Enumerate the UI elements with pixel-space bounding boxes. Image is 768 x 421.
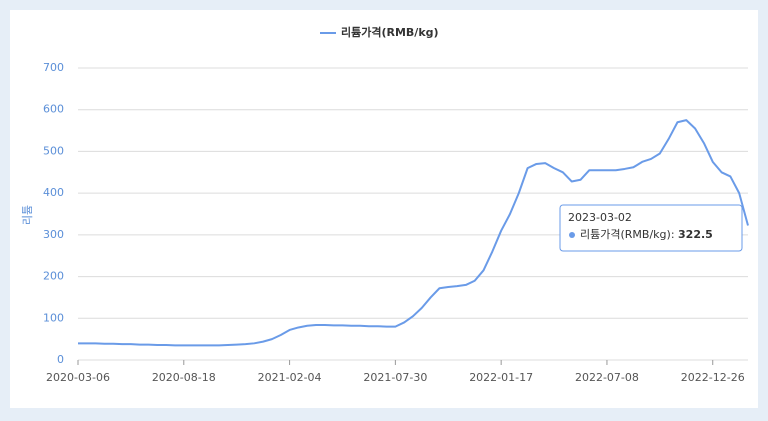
y-tick-label: 700 [43,61,64,74]
x-tick-label: 2020-08-18 [152,371,216,384]
y-tick-label: 600 [43,103,64,116]
x-tick-label: 2021-07-30 [363,371,427,384]
tooltip-dot [569,232,575,238]
x-tick-label: 2020-03-06 [46,371,110,384]
x-tick-label: 2022-01-17 [469,371,533,384]
y-tick-label: 0 [57,353,64,366]
tooltip-series: 리튬가격(RMB/kg) [580,228,671,241]
x-tick-label: 2022-07-08 [575,371,639,384]
legend-label: 리튬가격(RMB/kg) [341,25,439,39]
tooltip-text: 리튬가격(RMB/kg): 322.5 [580,228,713,241]
x-tick-label: 2022-12-26 [681,371,745,384]
y-tick-label: 100 [43,311,64,324]
tooltip-box [559,204,743,252]
y-axis-label: 리튬 [21,205,34,225]
tooltip-date: 2023-03-02 [568,211,632,224]
y-tick-label: 200 [43,270,64,283]
y-tick-label: 500 [43,144,64,157]
line [78,119,749,347]
y-tick-label: 400 [43,186,64,199]
tooltip-value: 322.5 [678,228,713,241]
y-tick-label: 300 [43,228,64,241]
x-tick-label: 2021-02-04 [258,371,322,384]
tooltip-sep: : [671,228,678,241]
